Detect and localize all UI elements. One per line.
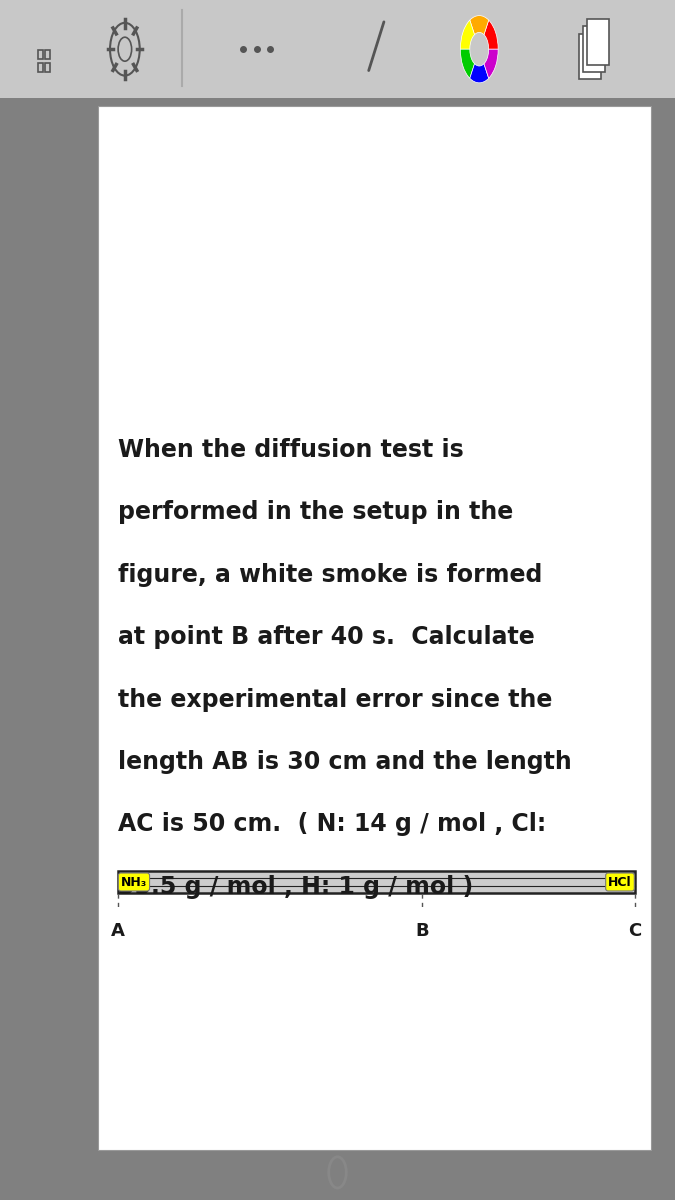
FancyBboxPatch shape (583, 26, 605, 72)
Text: 35.5 g / mol , H: 1 g / mol ): 35.5 g / mol , H: 1 g / mol ) (118, 875, 473, 899)
Bar (45, 50, 50, 59)
FancyBboxPatch shape (118, 871, 634, 893)
Bar (45, 62, 50, 72)
FancyBboxPatch shape (98, 106, 651, 1150)
Wedge shape (460, 49, 479, 78)
Text: A: A (111, 922, 125, 940)
Text: length AB is 30 cm and the length: length AB is 30 cm and the length (118, 750, 572, 774)
FancyBboxPatch shape (0, 0, 675, 98)
Wedge shape (479, 49, 498, 78)
FancyBboxPatch shape (587, 19, 609, 65)
Text: B: B (415, 922, 429, 940)
Text: figure, a white smoke is formed: figure, a white smoke is formed (118, 563, 543, 587)
Bar (38, 62, 43, 72)
Text: C: C (628, 922, 641, 940)
Text: NH₃: NH₃ (121, 876, 147, 888)
Wedge shape (479, 20, 498, 49)
FancyBboxPatch shape (579, 34, 601, 79)
Text: AC is 50 cm.  ( N: 14 g / mol , Cl:: AC is 50 cm. ( N: 14 g / mol , Cl: (118, 812, 546, 836)
Wedge shape (460, 20, 479, 49)
Text: at point B after 40 s.  Calculate: at point B after 40 s. Calculate (118, 625, 535, 649)
Circle shape (470, 32, 489, 66)
Text: performed in the setup in the: performed in the setup in the (118, 500, 514, 524)
Wedge shape (470, 16, 489, 49)
Wedge shape (470, 49, 489, 83)
Bar (38, 50, 43, 59)
Text: HCl: HCl (608, 876, 632, 888)
Text: When the diffusion test is: When the diffusion test is (118, 438, 464, 462)
Text: the experimental error since the: the experimental error since the (118, 688, 553, 712)
